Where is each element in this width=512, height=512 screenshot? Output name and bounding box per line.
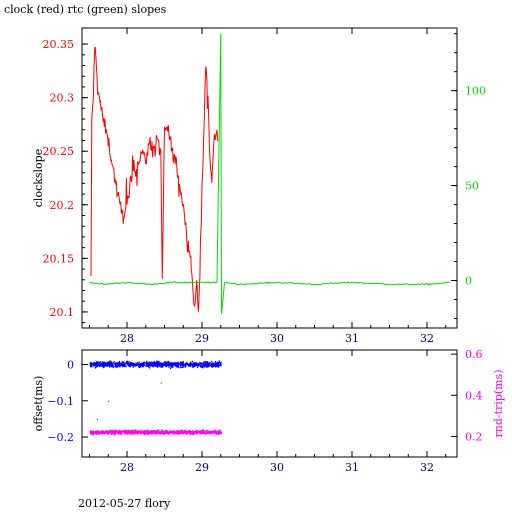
x-tick-label: 31 [345, 461, 359, 474]
y-tick-label: −0.2 [47, 431, 74, 444]
clock-series-line [90, 46, 219, 313]
x-tick-label: 29 [195, 461, 209, 474]
y-axis-label: offset(ms) [32, 376, 45, 432]
offset-outlier-point [205, 429, 207, 431]
y2-tick-label: 100 [465, 85, 486, 98]
y2-tick-label: 0.6 [465, 348, 483, 361]
upper-plot: 28 29 30 31 32 20.1 20.15 20.2 20.25 20.3 20.35 0 50… [32, 27, 486, 345]
y-tick-label: 20.3 [50, 92, 75, 105]
y-tick-label: 20.15 [43, 252, 75, 265]
y-axis-label: clockslope [32, 149, 45, 207]
rndtrip-series-band [89, 429, 222, 436]
y2-tick-label: 0.4 [465, 389, 483, 402]
x-tick-label: 30 [270, 461, 284, 474]
y-tick-label: 20.25 [43, 145, 75, 158]
offset-outlier-point [108, 400, 110, 402]
y-tick-label: −0.1 [47, 395, 74, 408]
x-tick-label: 29 [195, 332, 209, 345]
offset-outlier-point [97, 418, 98, 420]
plot-frame [81, 27, 458, 329]
offset-outlier-point [160, 382, 162, 384]
x-tick-label: 28 [120, 461, 134, 474]
lower-plot: 28 29 30 31 32 0 −0.1 −0.2 0.2 0.4 0.6 offset(ms) rn… [32, 348, 505, 474]
x-tick-label: 31 [345, 332, 359, 345]
chart-title: clock (red) rtc (green) slopes [4, 3, 167, 16]
offset-series-band [89, 360, 222, 370]
footer-label: 2012-05-27 flory [78, 497, 171, 510]
y-tick-label: 20.35 [43, 38, 75, 51]
x-tick-label: 30 [270, 332, 284, 345]
y-tick-label: 0 [67, 359, 74, 372]
rtc-series-line [89, 33, 450, 315]
x-tick-label: 28 [120, 332, 134, 345]
y2-tick-label: 0.2 [465, 430, 483, 443]
plot-frame [81, 349, 458, 458]
x-tick-label: 32 [420, 332, 434, 345]
y2-axis-label: rnd-trip(ms) [492, 370, 505, 438]
y2-tick-label: 50 [465, 180, 479, 193]
y-tick-label: 20.1 [50, 306, 75, 319]
x-tick-label: 32 [420, 461, 434, 474]
y2-tick-label: 0 [465, 275, 472, 288]
y-tick-label: 20.2 [50, 199, 75, 212]
